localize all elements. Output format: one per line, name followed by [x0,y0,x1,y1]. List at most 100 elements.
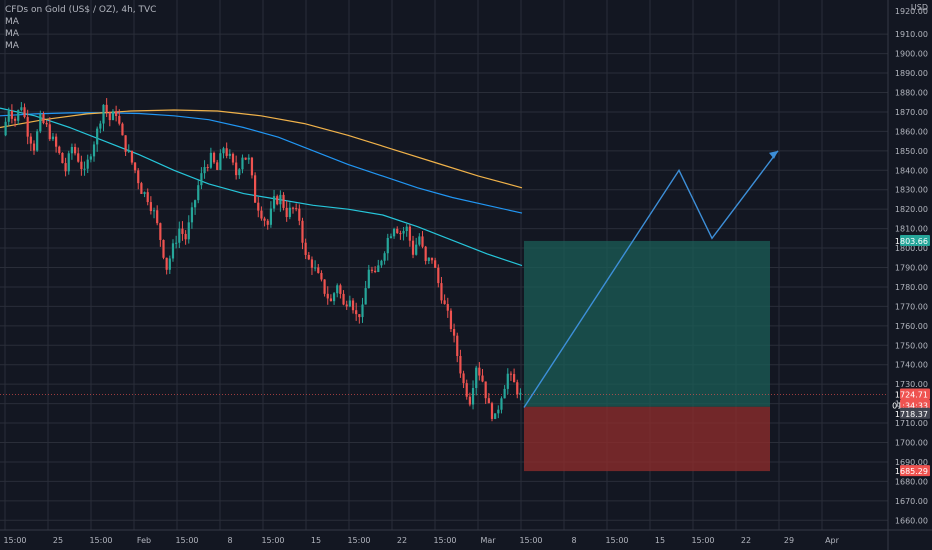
candle-body [70,146,74,154]
candle-body [449,310,453,329]
y-tick-label: 1810.00 [895,225,928,234]
candle-body [402,231,405,234]
candle-body [266,220,269,225]
candle-body [342,293,345,305]
candle-body [269,208,273,225]
candle-body [175,242,178,244]
y-tick-label: 1850.00 [895,147,928,156]
x-tick-label: 15:00 [691,536,714,545]
candle-body [137,170,140,184]
candle-body [298,208,301,221]
candle-body [83,168,86,170]
candle-body [355,310,358,315]
candle-body [399,233,402,235]
candle-body [143,192,146,194]
candle-body [320,272,323,280]
candle-body [32,143,36,151]
y-tick-label: 1900.00 [895,50,928,59]
x-tick-label: Apr [825,536,840,545]
candle-body [45,123,48,125]
candle-body [96,128,99,145]
y-tick-label: 1670.00 [895,497,928,506]
candle-body [64,163,67,172]
candle-body [509,373,513,375]
long-position-zones [0,240,888,472]
candle-body [10,111,14,119]
candle-body [235,162,238,176]
candle-body [386,237,389,254]
x-tick-label: 8 [571,536,576,545]
candle-body [216,162,219,170]
candle-body [219,153,222,170]
candle-body [20,107,23,111]
candle-body [329,298,333,302]
candle-body [494,413,497,419]
candle-body [288,207,291,218]
candle-body [99,123,102,129]
y-tick-label-top: 1920.00 [895,7,928,16]
candle-body [456,335,459,357]
y-tick-label: 1690.00 [895,458,928,467]
x-tick-label: 8 [227,536,232,545]
candle-body [440,283,443,301]
symbol-title[interactable]: CFDs on Gold (US$ / OZ), 4h, TVC [5,5,157,15]
candle-body [497,409,500,414]
price-axis[interactable]: 1660.00 1670.00 1680.00 1690.00 1700.00 1710.… [895,3,928,525]
moving-average-lines [0,107,523,267]
candle-body [124,135,127,152]
price-tag-label: 1685.29 [895,467,928,476]
candle-body [434,260,437,268]
x-tick-label: 15:00 [347,536,370,545]
candle-body [26,117,29,137]
y-tick-label: 1830.00 [895,186,928,195]
candle-body [272,196,276,209]
candle-body [421,236,424,247]
candle-body [23,107,26,118]
price-tag [900,234,930,246]
y-tick-label: 1710.00 [895,419,928,428]
candle-body [285,207,288,218]
indicator-ma-1[interactable]: MA [5,17,19,27]
indicator-ma-3[interactable]: MA [5,41,19,51]
candle-body [282,194,285,208]
candle-body [13,118,17,121]
price-tag-label: 1718.37 [895,410,928,419]
candle-body [206,167,209,169]
candle-body [80,161,83,170]
candle-body [465,383,468,397]
x-tick-label: Mar [480,536,496,545]
time-axis[interactable]: 15:00 25 15:00 Feb 15:00 8 15:00 15 15:00 22 15:00… [3,536,839,545]
x-tick-label: 29 [784,536,794,545]
candle-body [222,148,225,154]
y-tick-label: 1820.00 [895,205,928,214]
candle-body [115,111,118,116]
x-tick-label: Feb [137,536,151,545]
candle-body [61,152,64,164]
candle-body [48,124,51,140]
candle-body [295,208,298,210]
candle-body [253,175,257,203]
x-tick-label: 15:00 [89,536,112,545]
candle-body [301,220,304,243]
chart-legend: CFDs on Gold (US$ / OZ), 4h, TVC MA MA M… [5,4,156,52]
candle-body [159,223,162,240]
candle-body [411,240,415,255]
candle-body [424,246,427,261]
candle-body [481,375,484,382]
y-tick-label: 1910.00 [895,30,928,39]
candle-body [162,239,165,258]
indicator-ma-2[interactable]: MA [5,29,19,39]
candle-body [178,228,181,243]
candle-body [446,304,449,311]
candle-body [108,112,111,121]
candle-body [396,228,399,234]
y-tick-label: 1760.00 [895,322,928,331]
candle-body [484,381,487,399]
candle-body [7,111,10,122]
candle-body [437,267,440,284]
x-tick-label: 22 [741,536,751,545]
candle-body [380,260,383,266]
